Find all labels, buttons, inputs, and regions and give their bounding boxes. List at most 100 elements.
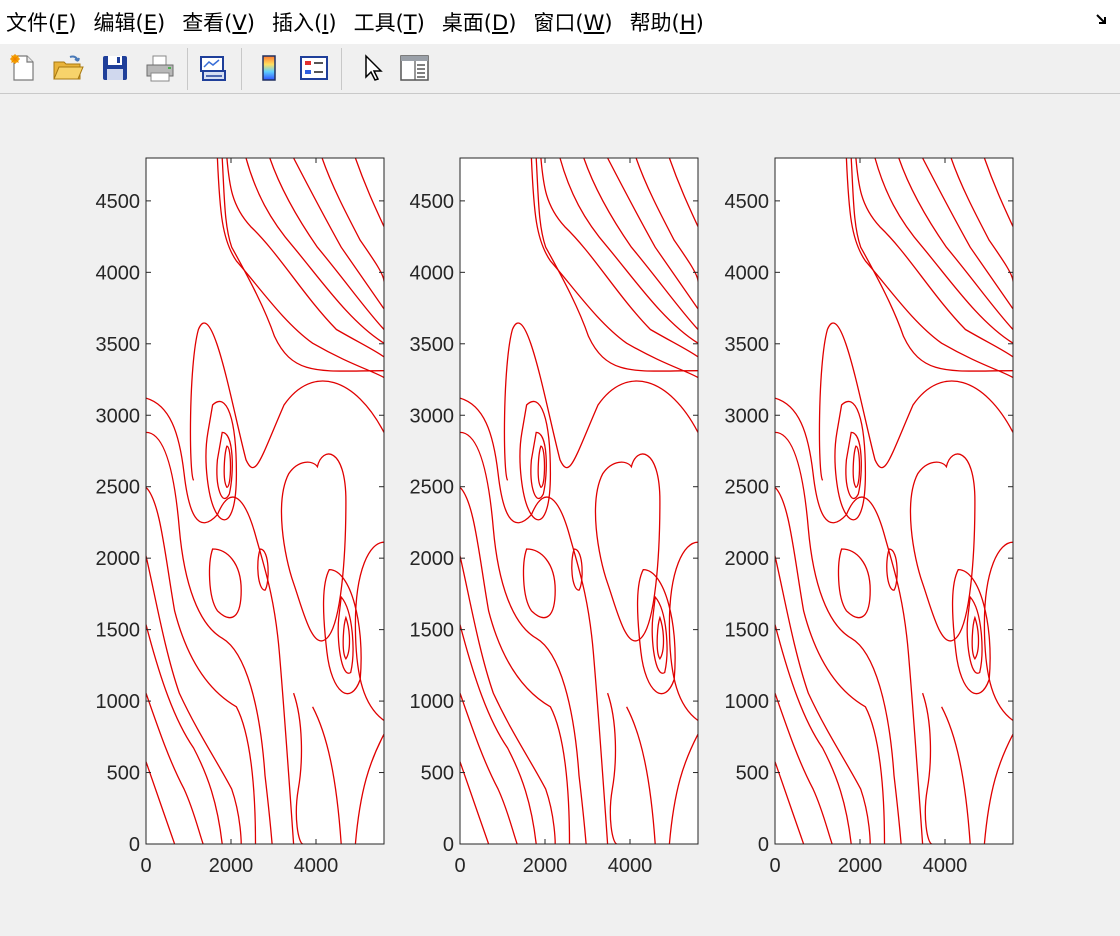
y-tick-label: 0 — [443, 834, 454, 856]
contour-line — [535, 158, 698, 372]
x-tick-label: 4000 — [608, 855, 653, 877]
contour-line — [775, 761, 805, 844]
y-tick-label: 0 — [129, 834, 140, 856]
contour-plot-3[interactable]: 0 500 1000 1500 2000 2500 3000 3500 4000 4500 0 200… — [705, 148, 1033, 884]
contour-line — [269, 158, 384, 330]
contour-line — [293, 158, 384, 310]
contour-line — [983, 733, 1013, 844]
contour-line — [941, 706, 971, 844]
contour-line — [146, 624, 223, 844]
contour-line — [216, 431, 233, 500]
contour-line — [146, 692, 204, 844]
contour-line — [354, 733, 384, 844]
contour-line — [146, 397, 295, 844]
contour-line — [668, 733, 698, 844]
colorbar-icon[interactable] — [251, 50, 287, 86]
contour-line — [257, 548, 269, 591]
contour-line — [951, 568, 991, 695]
contour-line — [971, 615, 980, 660]
contour-line — [223, 445, 232, 488]
contour-line — [775, 692, 833, 844]
contour-line — [146, 486, 257, 844]
contour-line — [775, 555, 871, 844]
menu-item-help[interactable]: 帮助(H) — [629, 11, 704, 35]
menu-item-tools[interactable]: 工具(T) — [353, 11, 425, 35]
open-file-icon[interactable] — [50, 50, 86, 86]
x-tick-label: 4000 — [294, 855, 339, 877]
contour-line — [354, 158, 384, 227]
contour-line — [146, 555, 242, 844]
contour-line — [337, 595, 354, 674]
contour-line — [668, 158, 698, 227]
contour-line — [460, 486, 571, 844]
contour-line — [460, 431, 587, 844]
menu-item-file[interactable]: 文件(F) — [6, 11, 77, 35]
contour-line — [845, 431, 862, 500]
save-icon[interactable] — [97, 50, 133, 86]
contour-line — [874, 158, 1013, 344]
contour-line — [216, 158, 384, 379]
menu-item-edit[interactable]: 编辑(E) — [93, 11, 166, 35]
contour-line — [775, 431, 902, 844]
toolbar-separator — [241, 48, 242, 90]
y-tick-label: 3000 — [96, 405, 141, 427]
y-tick-label: 2000 — [96, 548, 141, 570]
contour-line — [852, 445, 861, 488]
contour-line — [775, 486, 886, 844]
y-tick-label: 3500 — [410, 334, 455, 356]
axes-frame — [459, 157, 699, 845]
contour-line — [626, 706, 656, 844]
x-tick-label: 4000 — [923, 855, 968, 877]
new-figure-icon[interactable] — [5, 50, 41, 86]
menu-item-desktop[interactable]: 桌面(D) — [441, 11, 517, 35]
toolbar-separator — [187, 48, 188, 90]
contour-line — [966, 595, 983, 674]
axes-frame — [774, 157, 1014, 845]
contour-line — [522, 548, 556, 619]
y-tick-label: 4000 — [725, 262, 770, 284]
toolbar — [0, 44, 1120, 94]
contour-line — [519, 400, 552, 521]
contour-line — [656, 615, 665, 660]
contour-line — [983, 158, 1013, 227]
contour-line — [818, 322, 1013, 481]
menu-item-window[interactable]: 窗口(W) — [533, 11, 613, 35]
contour-plot-1[interactable]: 0 500 1000 1500 2000 2500 3000 3500 4000 4500 0 200… — [76, 148, 404, 884]
contour-line — [226, 158, 384, 358]
menu-item-view[interactable]: 查看(V) — [182, 11, 255, 35]
link-plot-icon[interactable] — [195, 50, 231, 86]
print-icon[interactable] — [142, 50, 178, 86]
contour-line — [983, 541, 1013, 722]
contour-line — [668, 541, 698, 722]
y-tick-label: 500 — [421, 763, 454, 785]
menu-item-insert[interactable]: 插入(I) — [271, 11, 337, 35]
contour-line — [322, 568, 362, 695]
legend-icon[interactable] — [296, 50, 332, 86]
y-tick-label: 1500 — [725, 620, 770, 642]
pointer-icon[interactable] — [353, 50, 389, 86]
contour-line — [837, 548, 871, 619]
contour-line — [886, 548, 898, 591]
x-tick-label: 2000 — [838, 855, 883, 877]
contour-line — [146, 761, 176, 844]
contour-line — [898, 158, 1013, 330]
contour-line — [146, 431, 273, 844]
y-tick-label: 0 — [758, 834, 769, 856]
x-tick-label: 0 — [454, 855, 465, 877]
menu-bar: 文件(F) 编辑(E) 查看(V) 插入(I) 工具(T) 桌面(D) 窗口(W) 帮助(H) — [0, 0, 1120, 44]
y-tick-label: 1000 — [96, 691, 141, 713]
property-inspector-icon[interactable] — [396, 50, 432, 86]
contour-line — [354, 541, 384, 722]
contour-plot-2[interactable]: 0 500 1000 1500 2000 2500 3000 3500 4000 4500 0 200… — [390, 148, 718, 884]
dock-arrow-icon[interactable] — [1094, 12, 1110, 28]
axes-frame — [145, 157, 385, 845]
y-tick-label: 3000 — [725, 405, 770, 427]
contour-line — [537, 445, 546, 488]
y-tick-label: 1500 — [96, 620, 141, 642]
contour-line — [280, 453, 347, 642]
y-tick-label: 1000 — [725, 691, 770, 713]
contour-line — [834, 400, 867, 521]
contour-line — [583, 158, 698, 330]
y-tick-label: 3500 — [96, 334, 141, 356]
